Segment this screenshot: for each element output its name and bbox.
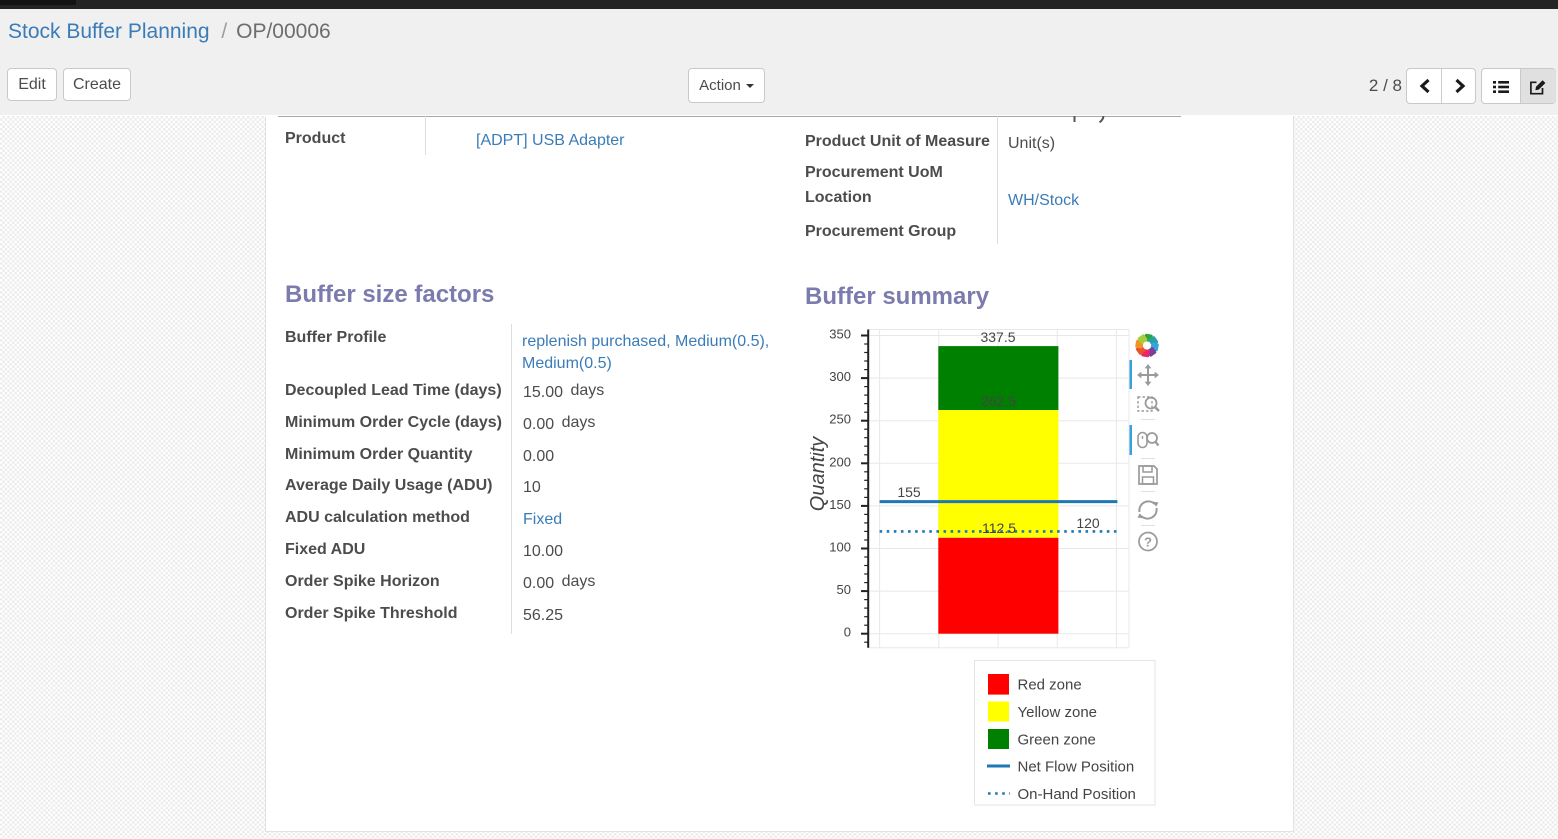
svg-text:250: 250 [829,412,851,427]
svg-text:350: 350 [829,327,851,342]
svg-text:0: 0 [844,625,851,640]
svg-text:Quantity: Quantity [810,436,829,511]
svg-text:Net Flow Position: Net Flow Position [1018,759,1135,776]
svg-text:112.5: 112.5 [982,520,1016,536]
svg-text:120: 120 [1076,515,1100,531]
svg-text:262.5: 262.5 [981,393,1016,409]
svg-text:155: 155 [897,484,921,500]
svg-text:337.5: 337.5 [980,329,1015,345]
svg-text:Red zone: Red zone [1018,677,1082,694]
svg-text:50: 50 [837,582,851,597]
svg-text:300: 300 [829,369,851,384]
svg-text:150: 150 [829,497,851,512]
svg-text:100: 100 [829,540,851,555]
svg-text:On-Hand Position: On-Hand Position [1018,786,1136,803]
svg-text:Yellow zone: Yellow zone [1018,704,1098,721]
svg-text:200: 200 [829,454,851,469]
svg-text:?: ? [1144,535,1152,550]
svg-text:Green zone: Green zone [1018,732,1096,749]
